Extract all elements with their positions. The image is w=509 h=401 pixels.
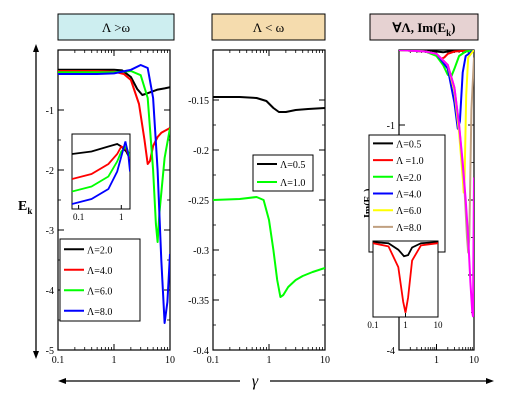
y-axis-label: Ek bbox=[18, 199, 32, 216]
y-tick-label: -0.3 bbox=[193, 246, 209, 257]
legend-box bbox=[252, 154, 314, 192]
legend-label: Λ=8.0 bbox=[396, 223, 421, 234]
inset-line-2 bbox=[373, 242, 438, 313]
x-tick-label: 10 bbox=[469, 355, 479, 366]
series-group bbox=[399, 50, 474, 318]
legend: Λ=2.0 Λ=4.0 Λ=6.0 Λ=8.0 bbox=[59, 238, 141, 322]
y-tick-label: -4 bbox=[46, 286, 54, 297]
panel-title: Λ >ω bbox=[102, 20, 131, 35]
x-tick-label: 10 bbox=[165, 355, 175, 366]
series-line-4 bbox=[399, 50, 474, 130]
series-group bbox=[58, 64, 170, 324]
panel-title-box bbox=[57, 13, 175, 41]
inset-series bbox=[72, 141, 130, 205]
panel-title: Λ < ω bbox=[253, 20, 285, 35]
y-tick-label: -0.25 bbox=[188, 196, 209, 207]
inset-x-tick-label: 0.1 bbox=[73, 212, 84, 222]
y-tick-label: -0.15 bbox=[188, 96, 209, 107]
panel-title-box bbox=[211, 13, 326, 41]
y-tick-label: -0.2 bbox=[193, 146, 209, 157]
inset-line-4 bbox=[72, 141, 130, 205]
legend: Λ=0.5 Λ=1.0 bbox=[252, 154, 314, 192]
legend-label: Λ=8.0 bbox=[87, 307, 112, 318]
panel-title: ∀Λ, Im(Ek) bbox=[392, 20, 456, 38]
inset-line-1 bbox=[373, 241, 438, 258]
y-tick-label: -0.4 bbox=[193, 346, 209, 357]
x-tick-label: 1 bbox=[267, 355, 272, 366]
inset: 0.1 1 10 bbox=[367, 240, 444, 330]
y-tick-label: -0.35 bbox=[188, 296, 209, 307]
x-tick-label: 0.1 bbox=[52, 355, 65, 366]
inset-series bbox=[373, 241, 438, 313]
series-line-2 bbox=[213, 196, 325, 298]
inset: 0.1 1 bbox=[71, 133, 131, 222]
x-tick-label: 10 bbox=[320, 355, 330, 366]
legend-label: Λ=6.0 bbox=[87, 286, 112, 297]
x-tick-label: 0.1 bbox=[207, 355, 220, 366]
legend-label: Λ =1.0 bbox=[396, 156, 424, 167]
x-tick-label: 1 bbox=[112, 355, 117, 366]
legend-label: Λ=6.0 bbox=[396, 206, 421, 217]
legend-label: Λ=2.0 bbox=[396, 173, 421, 184]
legend-label: Λ=4.0 bbox=[396, 190, 421, 201]
inset-frame bbox=[372, 240, 439, 318]
legend-label: Λ=2.0 bbox=[87, 245, 112, 256]
series-group bbox=[213, 96, 325, 298]
legend-label: Λ=0.5 bbox=[280, 160, 305, 171]
x-axis-label: γ bbox=[252, 373, 259, 390]
series-line-4 bbox=[58, 64, 170, 324]
inset-x-tick-label: 10 bbox=[434, 320, 444, 330]
y-tick-label: -4 bbox=[387, 346, 395, 357]
series-line-7 bbox=[399, 50, 474, 318]
panel-title-box bbox=[369, 13, 479, 41]
legend-box bbox=[59, 238, 141, 322]
inset-frame bbox=[71, 133, 131, 210]
legend-label: Λ=1.0 bbox=[280, 178, 305, 189]
legend-label: Λ=0.5 bbox=[396, 139, 421, 150]
y-tick-label: -1 bbox=[387, 121, 395, 132]
inset-x-tick-label: 1 bbox=[119, 212, 124, 222]
series-line-1 bbox=[213, 96, 325, 113]
y-tick-label: -3 bbox=[46, 226, 54, 237]
x-tick-label: 1 bbox=[434, 355, 439, 366]
legend-label: Λ=4.0 bbox=[87, 266, 112, 277]
y-tick-label: -1 bbox=[46, 106, 54, 117]
panel-3: ∀Λ, Im(Ek)110-1-2-3-4Im(Ek)Λ=0.5Λ =1.0Λ=… bbox=[363, 13, 479, 366]
inset-x-tick-label: 0.1 bbox=[367, 320, 378, 330]
panel-1: Λ >ω0.1 1 10-1-2-3-4-5Λ=2.0Λ=4.0Λ=6.0Λ=8.0… bbox=[46, 13, 175, 366]
y-tick-label: -2 bbox=[46, 166, 54, 177]
series-line-1 bbox=[58, 68, 170, 96]
inset-x-tick-label: 1 bbox=[403, 320, 408, 330]
panel-2: Λ < ω 0.1 1 10 -0.15 -0.2 -0.25 -0.3 -0.35 -0.4 Λ=… bbox=[188, 13, 330, 366]
legend: Λ=0.5Λ =1.0Λ=2.0Λ=4.0Λ=6.0Λ=8.0Λ=10.0 bbox=[368, 134, 446, 253]
y-tick-label: -5 bbox=[46, 346, 54, 357]
